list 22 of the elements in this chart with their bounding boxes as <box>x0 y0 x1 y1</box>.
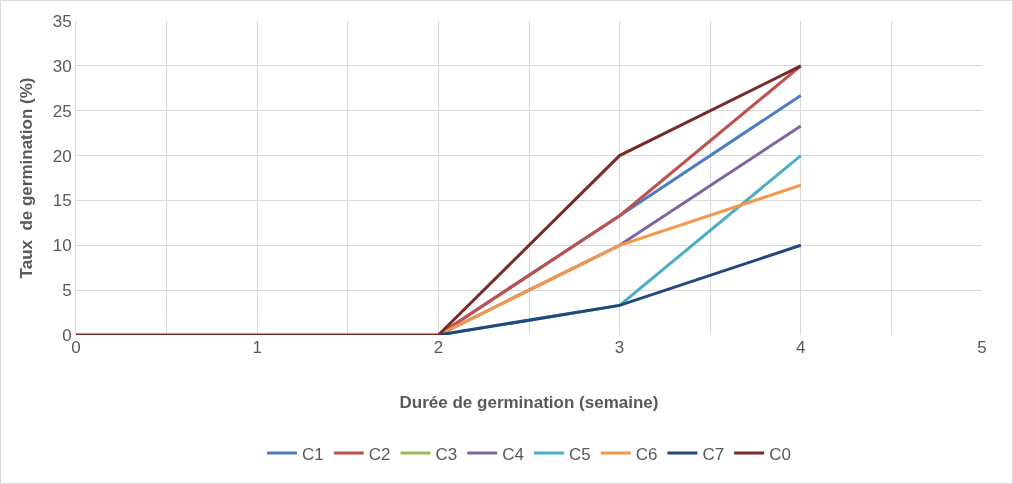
x-tick-label: 4 <box>796 338 806 357</box>
y-tick-label: 30 <box>52 56 72 76</box>
legend-label: C1 <box>302 444 324 464</box>
legend-label: C4 <box>502 444 524 464</box>
legend-label: C6 <box>635 444 658 464</box>
y-axis-title: Taux de germination (%) <box>17 77 36 279</box>
y-tick-label: 35 <box>52 11 72 31</box>
legend-label: C2 <box>368 444 391 464</box>
x-tick-label: 1 <box>252 338 262 357</box>
legend-label: C3 <box>435 444 458 464</box>
legend-label: C5 <box>568 444 591 464</box>
legend-label: C0 <box>769 444 791 464</box>
x-tick-label: 2 <box>433 338 444 357</box>
x-tick-label: 3 <box>614 338 625 357</box>
y-tick-label: 20 <box>52 146 72 166</box>
legend-label: C7 <box>702 444 725 464</box>
x-axis-title: Durée de germination (semaine) <box>399 393 659 413</box>
y-tick-label: 15 <box>52 191 72 211</box>
x-tick-label: 5 <box>977 338 987 357</box>
y-tick-label: 5 <box>62 281 72 301</box>
y-tick-label: 10 <box>52 236 72 256</box>
y-tick-label: 25 <box>52 101 72 121</box>
